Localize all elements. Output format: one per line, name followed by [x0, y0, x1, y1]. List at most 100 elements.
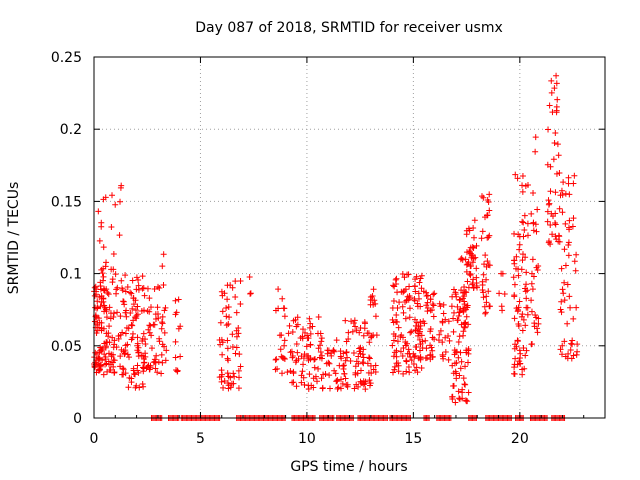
data-point — [152, 316, 159, 323]
data-point — [247, 290, 254, 297]
data-point — [479, 286, 486, 293]
data-point — [91, 284, 98, 291]
data-point — [565, 239, 572, 246]
data-point — [110, 250, 117, 257]
data-point — [94, 304, 101, 311]
data-point — [519, 251, 526, 258]
data-point — [338, 355, 345, 362]
data-point — [141, 292, 148, 299]
data-point — [345, 329, 352, 336]
data-point — [153, 352, 160, 359]
data-point — [139, 273, 146, 280]
data-point — [237, 277, 244, 284]
data-point — [406, 305, 413, 312]
data-point — [459, 289, 466, 296]
data-point — [510, 370, 517, 377]
data-point — [368, 334, 375, 341]
data-point — [338, 376, 345, 383]
data-point — [311, 356, 318, 363]
data-point — [236, 351, 243, 358]
data-point — [451, 309, 457, 316]
data-point — [456, 297, 463, 304]
data-point — [417, 328, 424, 335]
data-point — [335, 384, 342, 391]
data-point — [439, 339, 446, 346]
data-point — [96, 237, 103, 244]
data-point — [219, 351, 226, 358]
data-point — [417, 356, 424, 363]
data-point — [161, 329, 168, 336]
data-point — [148, 345, 155, 352]
data-point — [452, 399, 459, 406]
data-point — [569, 341, 576, 348]
data-point — [424, 299, 431, 306]
data-point — [134, 340, 141, 347]
data-point — [418, 285, 425, 292]
data-point — [130, 317, 137, 324]
data-point — [394, 305, 401, 312]
data-point — [128, 336, 135, 343]
data-point — [483, 276, 490, 283]
data-point — [360, 354, 367, 361]
data-point — [400, 289, 407, 296]
chart-title: Day 087 of 2018, SRMTID for receiver usm… — [195, 20, 503, 36]
data-point — [146, 329, 153, 336]
data-point — [373, 332, 380, 339]
data-point — [372, 313, 379, 320]
data-point — [468, 254, 475, 261]
data-point — [117, 363, 124, 370]
data-point — [390, 330, 397, 337]
data-point — [524, 181, 531, 188]
data-point — [554, 141, 561, 148]
data-point — [389, 342, 396, 349]
data-point — [412, 288, 419, 295]
data-point — [394, 289, 401, 296]
data-point — [559, 351, 566, 358]
data-point — [287, 368, 294, 375]
data-point — [344, 383, 351, 390]
data-point — [104, 289, 111, 296]
data-point — [564, 281, 571, 288]
data-point — [116, 232, 123, 239]
data-point — [547, 163, 554, 170]
data-point — [130, 301, 137, 308]
data-point — [544, 218, 551, 225]
data-point — [455, 339, 462, 346]
data-point — [459, 386, 466, 393]
data-point — [394, 338, 401, 345]
data-point — [480, 194, 487, 201]
data-point — [125, 384, 132, 391]
data-point — [558, 187, 565, 194]
data-point — [342, 375, 349, 382]
data-point — [533, 228, 540, 235]
data-point — [372, 300, 379, 307]
data-point — [402, 286, 409, 293]
data-point — [518, 266, 525, 273]
data-point — [436, 331, 443, 338]
data-point — [307, 354, 314, 361]
data-point — [289, 379, 296, 386]
data-point — [133, 286, 140, 293]
data-points — [91, 72, 581, 421]
data-point — [357, 378, 364, 385]
data-point — [235, 330, 242, 337]
data-point — [339, 380, 346, 387]
data-point — [511, 257, 518, 264]
data-point — [459, 395, 466, 402]
data-point — [161, 307, 168, 314]
data-point — [403, 297, 410, 304]
data-point — [112, 201, 119, 208]
data-point — [519, 188, 526, 195]
x-tick-label: 20 — [511, 431, 529, 447]
data-point — [130, 370, 137, 377]
data-point — [122, 272, 129, 279]
data-point — [462, 256, 469, 263]
data-point — [461, 323, 468, 330]
data-point — [331, 348, 338, 355]
data-point — [532, 148, 539, 155]
data-point — [450, 382, 457, 389]
data-point — [144, 308, 151, 315]
data-point — [567, 346, 574, 353]
data-point — [462, 381, 469, 388]
data-point — [235, 367, 242, 374]
